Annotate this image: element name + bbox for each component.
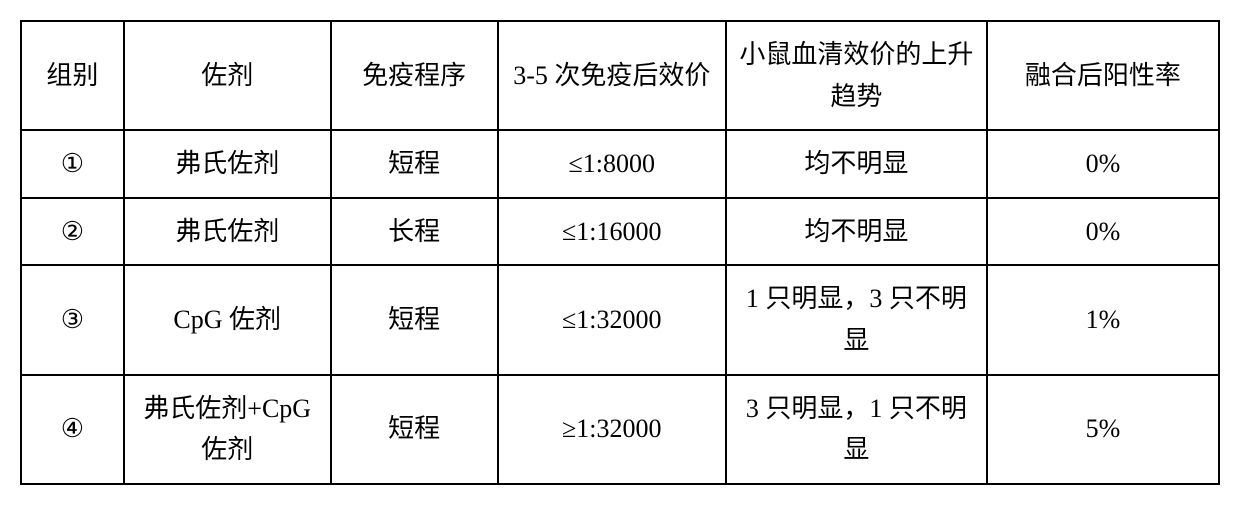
cell-adjuvant: 弗氏佐剂	[124, 130, 331, 198]
cell-procedure: 短程	[331, 265, 498, 374]
cell-positive: 5%	[987, 375, 1219, 484]
cell-positive: 0%	[987, 130, 1219, 198]
cell-adjuvant: 弗氏佐剂+CpG 佐剂	[124, 375, 331, 484]
header-cell-positive: 融合后阳性率	[987, 21, 1219, 130]
cell-positive: 0%	[987, 198, 1219, 266]
cell-group: ④	[21, 375, 124, 484]
cell-positive: 1%	[987, 265, 1219, 374]
table-header-row: 组别 佐剂 免疫程序 3-5 次免疫后效价 小鼠血清效价的上升趋势 融合后阳性率	[21, 21, 1219, 130]
header-cell-procedure: 免疫程序	[331, 21, 498, 130]
header-cell-adjuvant: 佐剂	[124, 21, 331, 130]
cell-adjuvant: 弗氏佐剂	[124, 198, 331, 266]
cell-trend: 3 只明显，1 只不明显	[726, 375, 987, 484]
cell-group: ③	[21, 265, 124, 374]
table-row: ④ 弗氏佐剂+CpG 佐剂 短程 ≥1:32000 3 只明显，1 只不明显 5…	[21, 375, 1219, 484]
cell-group: ①	[21, 130, 124, 198]
table-row: ① 弗氏佐剂 短程 ≤1:8000 均不明显 0%	[21, 130, 1219, 198]
cell-titer: ≤1:16000	[498, 198, 726, 266]
cell-group: ②	[21, 198, 124, 266]
cell-procedure: 短程	[331, 130, 498, 198]
header-cell-titer: 3-5 次免疫后效价	[498, 21, 726, 130]
cell-trend: 均不明显	[726, 198, 987, 266]
table-row: ② 弗氏佐剂 长程 ≤1:16000 均不明显 0%	[21, 198, 1219, 266]
data-table: 组别 佐剂 免疫程序 3-5 次免疫后效价 小鼠血清效价的上升趋势 融合后阳性率…	[20, 20, 1220, 485]
table-row: ③ CpG 佐剂 短程 ≤1:32000 1 只明显，3 只不明显 1%	[21, 265, 1219, 374]
cell-procedure: 短程	[331, 375, 498, 484]
cell-adjuvant: CpG 佐剂	[124, 265, 331, 374]
cell-titer: ≤1:32000	[498, 265, 726, 374]
cell-trend: 1 只明显，3 只不明显	[726, 265, 987, 374]
header-cell-group: 组别	[21, 21, 124, 130]
cell-titer: ≤1:8000	[498, 130, 726, 198]
header-cell-trend: 小鼠血清效价的上升趋势	[726, 21, 987, 130]
cell-procedure: 长程	[331, 198, 498, 266]
cell-trend: 均不明显	[726, 130, 987, 198]
cell-titer: ≥1:32000	[498, 375, 726, 484]
